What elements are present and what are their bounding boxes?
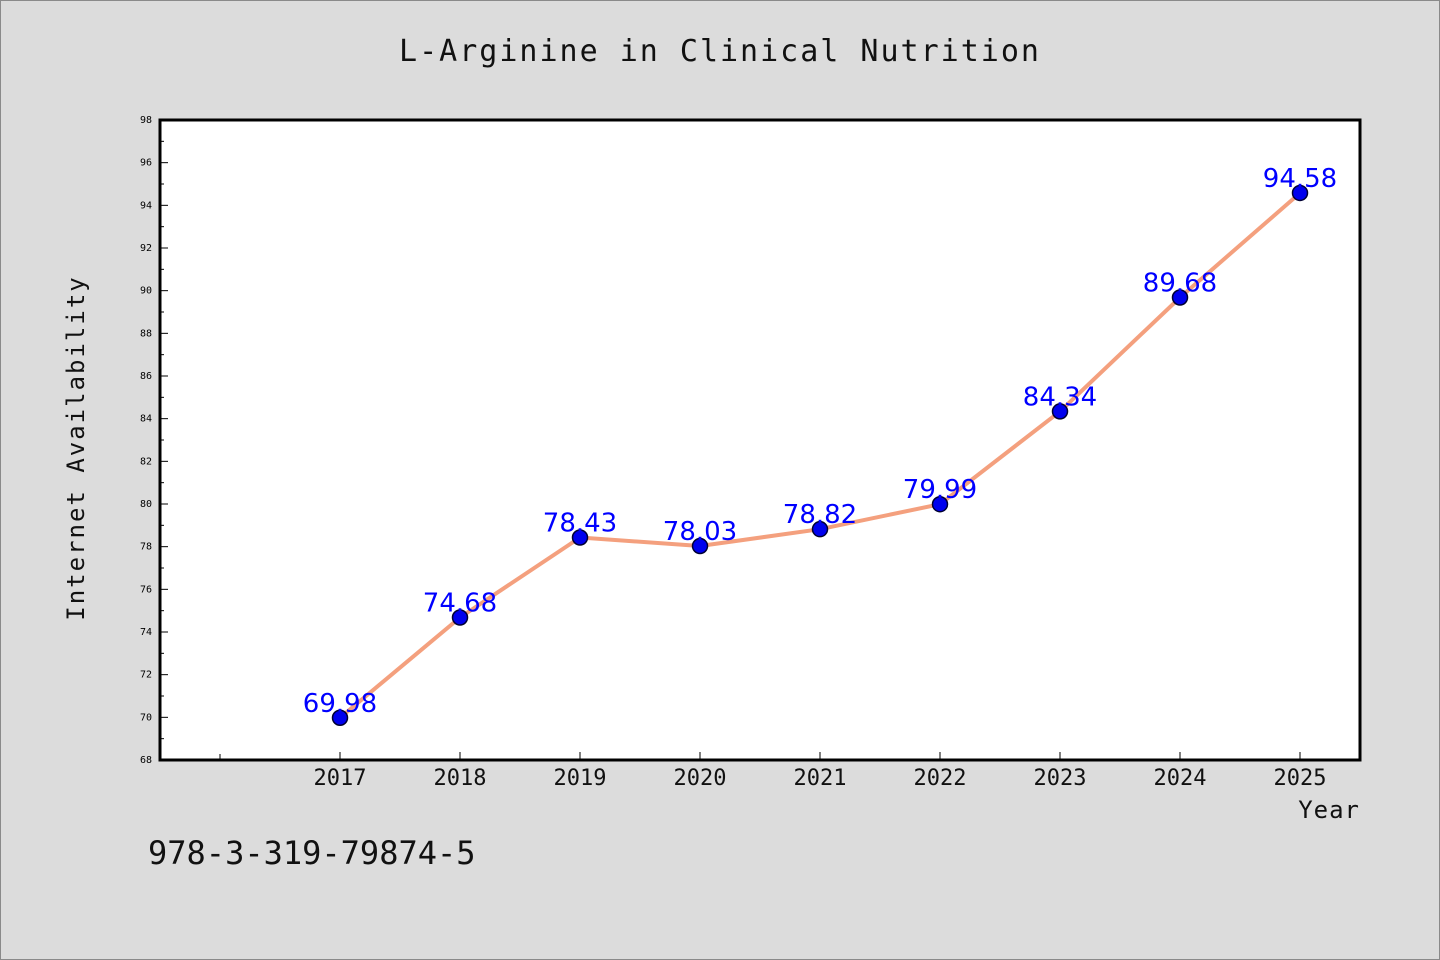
x-tick-label: 2020 — [674, 766, 727, 791]
y-tick-label: 90 — [140, 286, 152, 297]
plot-area — [158, 118, 1362, 762]
data-label: 84.34 — [1023, 382, 1097, 412]
y-tick-label: 84 — [140, 414, 152, 425]
data-point — [1051, 403, 1069, 420]
data-point — [691, 537, 709, 555]
x-tick-label: 2019 — [554, 766, 607, 791]
y-tick-label: 86 — [140, 371, 152, 382]
x-tick-label: 2024 — [1154, 766, 1207, 791]
data-label: 89.68 — [1143, 268, 1217, 298]
x-axis-label: Year — [1298, 796, 1360, 824]
x-tick-label: 2022 — [914, 766, 967, 791]
data-point — [811, 520, 829, 538]
y-tick-label: 70 — [140, 712, 152, 723]
data-point — [331, 709, 349, 727]
data-label: 94.58 — [1263, 164, 1337, 194]
y-tick-label: 98 — [140, 115, 152, 126]
x-tick-label: 2017 — [314, 766, 367, 791]
y-tick-label: 72 — [140, 670, 152, 681]
x-axis: 2017 2018 2019 2020 2021 2022 2023 2024 2025 — [219, 752, 1327, 791]
y-tick-label: 76 — [140, 584, 152, 595]
y-tick-label: 74 — [140, 627, 152, 638]
data-point — [931, 495, 949, 513]
x-tick-label: 2021 — [794, 766, 847, 791]
x-tick-label: 2023 — [1034, 766, 1087, 791]
y-tick-label: 96 — [140, 158, 152, 169]
data-label-layer: 69.98 74.68 78.43 78.03 78.82 79.99 84.34 89.68… — [303, 164, 1337, 719]
data-label: 79.99 — [903, 475, 977, 505]
x-tick-label: 2018 — [434, 766, 487, 791]
chart-title: L-Arginine in Clinical Nutrition — [399, 34, 1041, 69]
isbn-code: 978-3-319-79874-5 — [148, 834, 476, 872]
data-label: 78.03 — [663, 517, 737, 547]
y-tick-label: 94 — [140, 200, 152, 211]
data-label: 78.82 — [783, 500, 857, 530]
data-label: 69.98 — [303, 689, 377, 719]
y-tick-label: 82 — [140, 456, 152, 467]
y-tick-label: 68 — [140, 755, 152, 766]
y-tick-label: 88 — [140, 328, 152, 339]
y-tick-label: 80 — [140, 499, 152, 510]
x-tick-label: 2025 — [1274, 766, 1327, 791]
data-point — [451, 609, 469, 626]
data-label: 78.43 — [543, 508, 617, 538]
series-layer — [331, 184, 1309, 727]
data-point — [1291, 184, 1309, 202]
y-tick-label: 78 — [140, 542, 152, 553]
data-point — [571, 529, 589, 546]
data-label: 74.68 — [423, 588, 497, 618]
data-point — [1171, 289, 1189, 306]
y-tick-label: 92 — [140, 243, 152, 254]
y-axis: 68 70 72 74 76 78 80 82 84 86 88 90 92 94 96 98 — [140, 115, 168, 766]
